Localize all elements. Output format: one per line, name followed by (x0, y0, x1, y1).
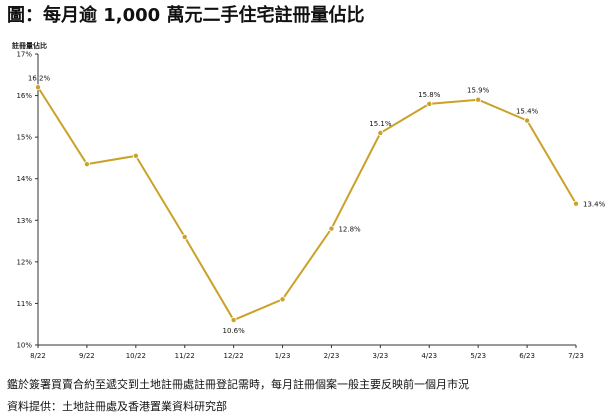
x-tick-label: 5/23 (470, 352, 486, 360)
data-point (377, 129, 384, 136)
data-label: 15.1% (369, 120, 392, 128)
series-line (37, 86, 577, 322)
x-tick-label: 1/23 (275, 352, 291, 360)
x-tick-label: 7/23 (568, 352, 584, 360)
data-point (524, 117, 531, 124)
data-label: 15.8% (418, 91, 441, 99)
data-point (279, 296, 286, 303)
x-tick-label: 11/22 (175, 352, 195, 360)
x-tick-label: 3/23 (372, 352, 388, 360)
data-point (181, 233, 188, 240)
data-label: 13.4% (583, 201, 606, 209)
data-point (426, 100, 433, 107)
chart-source: 資料提供：土地註冊處及香港置業資料研究部 (7, 400, 227, 413)
data-label: 12.8% (338, 226, 361, 234)
chart-title: 圖：每月逾 1,000 萬元二手住宅註冊量佔比 (7, 5, 365, 26)
y-tick-label: 13% (16, 217, 32, 225)
y-tick-label: 15% (16, 134, 32, 142)
data-point (475, 96, 482, 103)
data-label: 10.6% (223, 327, 246, 335)
x-tick-label: 4/23 (421, 352, 437, 360)
data-label: 16.2% (28, 74, 51, 82)
chart-note: 鑑於簽署買賣合約至遞交到土地註冊處註冊登記需時，每月註冊個案一般主要反映前一個月… (7, 378, 469, 391)
x-tick-label: 2/23 (324, 352, 340, 360)
y-tick-label: 12% (16, 258, 32, 266)
y-tick-label: 10% (16, 342, 32, 350)
data-point (328, 225, 335, 232)
y-axis-label: 註冊量佔比 (12, 41, 47, 50)
data-label: 15.9% (467, 87, 490, 95)
x-tick-label: 8/22 (30, 352, 46, 360)
x-tick-label: 12/22 (224, 352, 244, 360)
x-tick-label: 6/23 (519, 352, 535, 360)
data-point (83, 161, 90, 168)
y-tick-label: 11% (16, 300, 32, 308)
data-label: 15.4% (516, 108, 539, 116)
data-point (230, 317, 237, 324)
y-tick-label: 14% (16, 175, 32, 183)
data-point (35, 84, 42, 91)
y-tick-label: 16% (16, 92, 32, 100)
x-tick-label: 10/22 (126, 352, 146, 360)
y-tick-label: 17% (16, 51, 32, 59)
data-point (573, 200, 580, 207)
data-point (132, 152, 139, 159)
x-tick-label: 9/22 (79, 352, 95, 360)
